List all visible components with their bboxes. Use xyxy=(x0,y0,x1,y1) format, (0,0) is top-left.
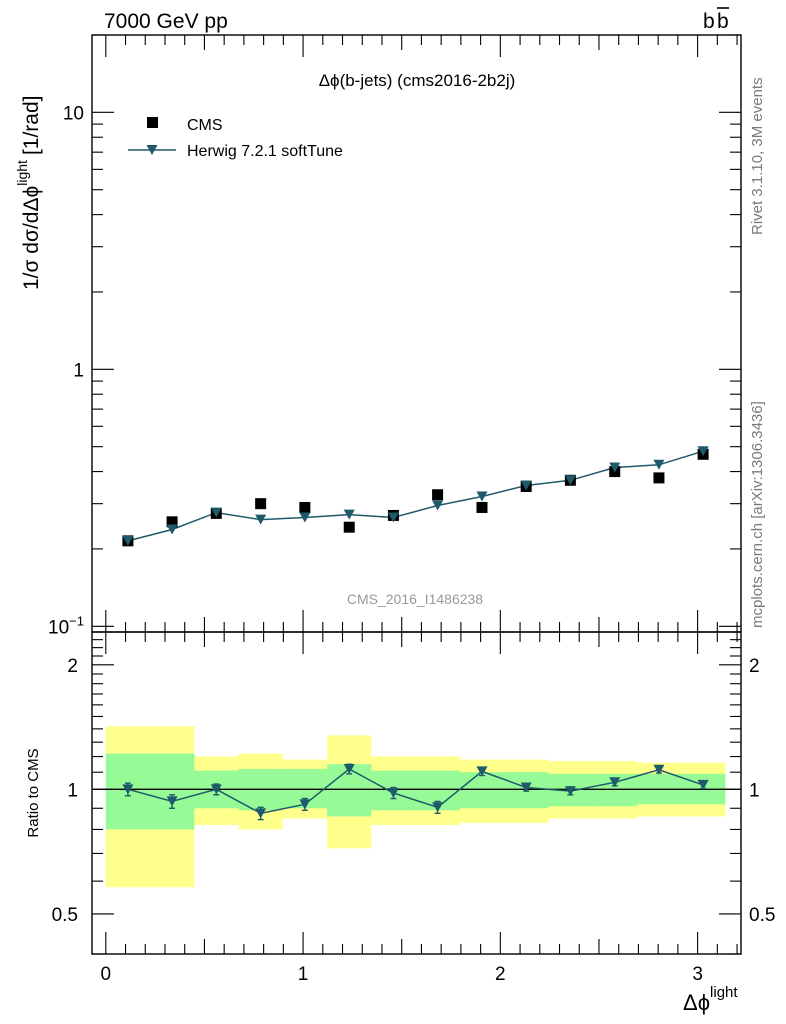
ratio-y-tick-label-left: 0.5 xyxy=(52,905,78,926)
ratio-y-tick-label-right: 1 xyxy=(749,780,760,801)
herwig-point xyxy=(564,475,576,486)
x-tick-label: 3 xyxy=(692,964,703,985)
ratio-point xyxy=(166,796,178,807)
herwig-point xyxy=(387,512,399,523)
xlabel-main: Δϕ xyxy=(683,990,710,1015)
rivet-label: Rivet 3.1.10, 3M events xyxy=(749,77,766,235)
ratio-y-axis-label: Ratio to CMS xyxy=(25,748,42,837)
ratio-y-tick-label-right: 0.5 xyxy=(749,905,775,926)
herwig-point xyxy=(653,459,665,470)
herwig-point xyxy=(255,514,267,525)
ratio-content xyxy=(92,726,741,888)
herwig-point xyxy=(697,446,709,457)
ratio-inner-band xyxy=(105,753,195,830)
ratio-series-line xyxy=(127,768,704,815)
ratio-frame xyxy=(91,631,742,955)
cms-point xyxy=(476,501,488,513)
main-panel: 10 1 10−1 Δϕ(b-jets) (cms2016-2b2j) CMS_20… xyxy=(14,34,742,638)
main-content xyxy=(122,446,709,547)
svg-text:Δϕlight: Δϕlight xyxy=(683,984,738,1015)
herwig-point xyxy=(122,535,134,546)
ylabel-unit: [1/rad] xyxy=(20,96,43,156)
ratio-point xyxy=(476,766,488,777)
ratio-point xyxy=(122,784,134,795)
herwig-line xyxy=(127,450,704,542)
ratio-point xyxy=(210,784,222,795)
mcplots-label: mcplots.cern.ch [arXiv:1306.3436] xyxy=(749,401,766,628)
legend-cms-label: CMS xyxy=(187,117,223,134)
x-tick-label: 2 xyxy=(495,964,506,985)
ratio-point xyxy=(564,786,576,797)
cms-point xyxy=(432,489,444,501)
ratio-point xyxy=(697,779,709,790)
ratio-point xyxy=(299,799,311,810)
cms-point xyxy=(255,498,267,510)
svg-text:1/σ dσ/dΔϕlight[1/rad]: 1/σ dσ/dΔϕlight [1/rad] xyxy=(14,96,43,291)
legend-cms-marker xyxy=(147,117,158,128)
ratio-point xyxy=(387,787,399,798)
cms-point xyxy=(166,516,178,528)
x-axis-label: Δϕlight xyxy=(683,984,738,1015)
process-label-bbar: b xyxy=(717,10,729,33)
ratio-point xyxy=(343,763,355,774)
herwig-point xyxy=(520,480,532,491)
ratio-panel: 0 1 2 3 0.5 0.5 1 1 2 2 Ratio to CMS Δϕlight xyxy=(25,631,775,1015)
herwig-point xyxy=(432,500,444,511)
ratio-y-tick-label-left: 2 xyxy=(67,656,78,677)
main-y-axis-label: 1/σ dσ/dΔϕlight [1/rad] xyxy=(14,96,43,291)
cms-point xyxy=(653,472,665,484)
ratio-point xyxy=(432,802,444,813)
main-y-tick-label: 10 xyxy=(63,103,84,124)
ratio-y-tick-label-right: 2 xyxy=(749,656,760,677)
process-label-b: b xyxy=(703,10,715,33)
herwig-point xyxy=(609,462,621,473)
watermark: CMS_2016_I1486238 xyxy=(347,591,483,607)
main-y-tick-label: 10−1 xyxy=(48,613,84,638)
process-label: b b xyxy=(703,7,729,33)
legend-herwig-marker xyxy=(146,145,158,155)
ylabel-superscript: light xyxy=(14,160,30,186)
herwig-point xyxy=(343,509,355,520)
main-y-tick-label: 1 xyxy=(73,360,84,381)
cms-point xyxy=(299,501,311,513)
herwig-point xyxy=(299,512,311,523)
ratio-point xyxy=(255,808,267,819)
xlabel-superscript: light xyxy=(710,984,738,1001)
ratio-inner-band xyxy=(371,770,460,811)
herwig-point xyxy=(166,524,178,535)
ratio-point xyxy=(653,764,665,775)
cms-point xyxy=(343,521,355,533)
main-title: Δϕ(b-jets) (cms2016-2b2j) xyxy=(319,71,516,90)
x-tick-label: 0 xyxy=(101,964,112,985)
legend: CMS Herwig 7.2.1 softTune xyxy=(128,117,343,160)
ylabel-main: 1/σ dσ/dΔϕ xyxy=(20,186,43,290)
ratio-point xyxy=(609,777,621,788)
ratio-y-tick-label-left: 1 xyxy=(67,780,78,801)
energy-label: 7000 GeV pp xyxy=(104,10,228,33)
legend-herwig-label: Herwig 7.2.1 softTune xyxy=(187,143,343,160)
herwig-point xyxy=(476,491,488,502)
x-tick-label: 1 xyxy=(298,964,309,985)
herwig-point xyxy=(210,507,222,518)
main-ticks: 10 1 10−1 xyxy=(48,34,741,638)
ratio-point xyxy=(520,782,532,793)
